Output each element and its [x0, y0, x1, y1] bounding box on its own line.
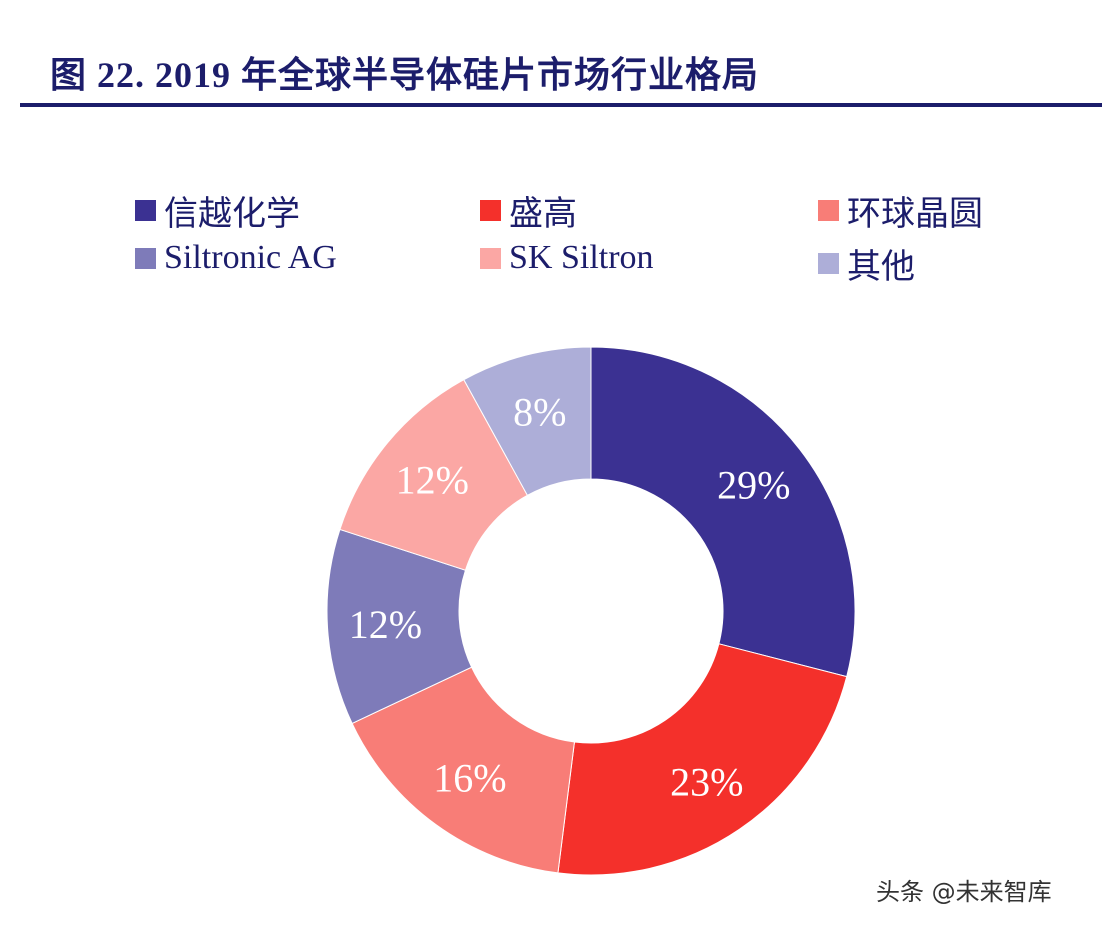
donut-slice — [557, 643, 848, 876]
legend-swatch — [480, 247, 501, 269]
legend-item: SK Siltron — [480, 239, 654, 277]
legend-swatch — [135, 247, 156, 269]
data-label: 29% — [717, 463, 790, 508]
legend-swatch — [818, 253, 839, 274]
legend-label: SK Siltron — [509, 239, 654, 276]
legend-swatch — [480, 200, 501, 221]
data-label: 23% — [670, 759, 743, 804]
chart-title: 图 22. 2019 年全球半导体硅片市场行业格局 — [50, 55, 760, 95]
legend-item: 盛高 — [480, 186, 577, 235]
legend-item: 信越化学 — [135, 186, 300, 235]
data-label: 16% — [433, 756, 506, 801]
legend-label: 其他 — [847, 249, 915, 286]
data-label: 8% — [513, 389, 566, 434]
donut-slice — [463, 346, 592, 497]
data-label: 12% — [396, 458, 469, 503]
legend-label: 信越化学 — [164, 196, 300, 233]
legend-item: 环球晶圆 — [818, 186, 983, 235]
data-label: 12% — [349, 602, 422, 647]
legend-label: 环球晶圆 — [847, 196, 983, 233]
legend-label: 盛高 — [509, 196, 577, 233]
watermark: 头条 @未来智库 — [876, 878, 1052, 906]
legend-swatch — [135, 200, 156, 221]
donut-slice — [590, 346, 856, 678]
legend-swatch — [818, 200, 839, 221]
title-divider — [20, 103, 1102, 107]
legend-item: 其他 — [818, 239, 915, 288]
donut-slice — [351, 666, 576, 874]
legend-item: Siltronic AG — [135, 239, 337, 277]
legend-label: Siltronic AG — [164, 239, 337, 276]
